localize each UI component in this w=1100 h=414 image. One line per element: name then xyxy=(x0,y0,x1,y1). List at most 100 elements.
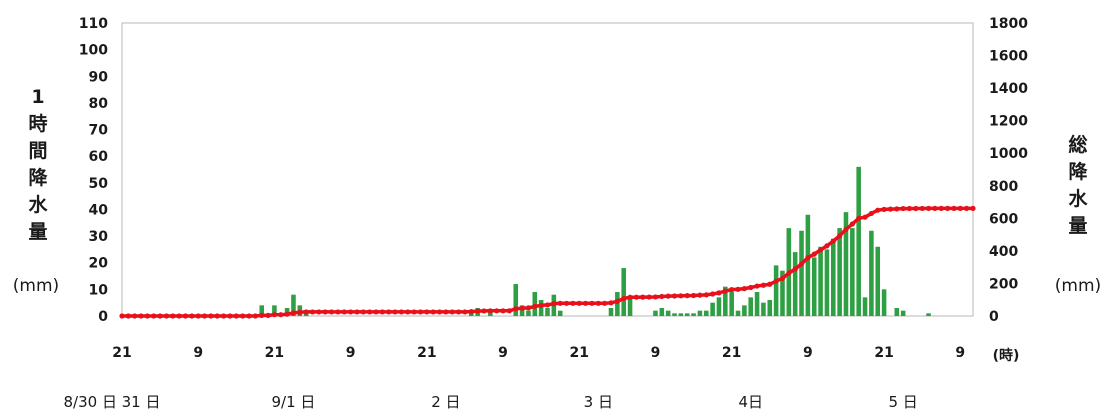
rain-bar xyxy=(869,230,874,316)
left-axis-title-char: 量 xyxy=(28,221,47,243)
rain-bar xyxy=(716,297,722,316)
cumulative-point xyxy=(443,309,449,315)
cumulative-point xyxy=(221,313,227,319)
left-axis-title-char: 降 xyxy=(28,166,48,189)
rain-bar xyxy=(894,308,900,316)
x-hour-label: 9 xyxy=(955,345,965,361)
cumulative-point xyxy=(735,286,741,292)
cumulative-point xyxy=(430,309,436,315)
cumulative-point xyxy=(900,205,906,212)
rain-bar xyxy=(900,310,906,316)
x-hour-unit: (時) xyxy=(993,347,1020,364)
cumulative-point xyxy=(614,298,620,304)
x-date-label: 2 日 xyxy=(431,393,460,411)
cumulative-point xyxy=(925,205,932,211)
cumulative-point xyxy=(284,311,290,317)
cumulative-point xyxy=(316,309,322,315)
cumulative-point xyxy=(436,309,443,315)
x-date-label: 31 日 xyxy=(122,393,161,411)
x-date-label: 9/1 日 xyxy=(272,393,316,411)
cumulative-point xyxy=(837,233,843,239)
cumulative-point xyxy=(398,309,405,315)
right-tick-label: 800 xyxy=(989,179,1018,195)
x-date-label: 8/30 日 xyxy=(64,393,117,411)
cumulative-point xyxy=(157,313,163,319)
right-tick-label: 1800 xyxy=(989,16,1028,32)
cumulative-point xyxy=(970,205,976,211)
rain-bar xyxy=(653,310,658,316)
rain-bar xyxy=(881,289,887,316)
cumulative-point xyxy=(297,309,303,315)
rain-bar xyxy=(729,292,734,316)
left-tick-label: 100 xyxy=(79,43,108,59)
rain-bar xyxy=(684,313,690,316)
rain-bar xyxy=(665,310,671,316)
left-tick-label: 70 xyxy=(89,123,109,139)
cumulative-point xyxy=(227,313,233,319)
left-tick-label: 80 xyxy=(89,96,109,112)
cumulative-point xyxy=(722,288,728,294)
cumulative-point xyxy=(468,309,474,315)
rain-bar xyxy=(805,214,811,316)
x-hour-label: 21 xyxy=(417,345,436,361)
cumulative-point xyxy=(589,300,595,306)
cumulative-point xyxy=(182,313,189,319)
cumulative-point xyxy=(500,308,506,314)
cumulative-point xyxy=(551,301,557,307)
cumulative-point xyxy=(367,309,373,315)
cumulative-point xyxy=(652,294,659,300)
cumulative-point xyxy=(697,292,703,298)
cumulative-point xyxy=(348,309,354,315)
cumulative-point xyxy=(830,238,836,244)
cumulative-point xyxy=(240,313,246,319)
cumulative-point xyxy=(741,286,747,292)
right-tick-label: 1600 xyxy=(989,49,1028,65)
cumulative-point xyxy=(233,313,239,319)
cumulative-point xyxy=(627,294,633,300)
cumulative-point xyxy=(887,206,894,212)
right-axis-title-char: 量 xyxy=(1068,215,1087,237)
left-axis-title-char: 水 xyxy=(28,194,48,216)
x-date-labels: 8/30 日 31 日 9/1 日 2 日 3 日 4日 5 日 xyxy=(64,393,918,411)
rain-bar xyxy=(259,305,264,316)
x-hour-label: 9 xyxy=(498,345,508,361)
cumulative-point xyxy=(748,284,754,291)
x-hour-label: 9 xyxy=(803,345,813,361)
rain-bar xyxy=(672,313,677,316)
right-tick-label: 600 xyxy=(989,211,1018,227)
rain-bar xyxy=(272,305,277,316)
x-hour-labels: 21 9 21 9 21 9 21 9 21 9 21 9 xyxy=(112,345,965,361)
cumulative-point xyxy=(455,309,462,315)
cumulative-point xyxy=(252,313,258,319)
cumulative-point xyxy=(487,308,493,314)
cumulative-point xyxy=(557,300,563,306)
cumulative-point xyxy=(608,300,614,306)
cumulative-point xyxy=(824,243,830,249)
cumulative-point xyxy=(862,214,868,220)
cumulative-point xyxy=(475,308,481,314)
rain-bar xyxy=(799,230,804,316)
cumulative-point xyxy=(373,309,379,315)
cumulative-point xyxy=(214,313,220,319)
cumulative-point xyxy=(379,309,385,315)
right-tick-label: 200 xyxy=(989,276,1018,292)
cumulative-point xyxy=(354,309,360,315)
cumulative-point xyxy=(386,309,392,315)
cumulative-point xyxy=(195,313,201,319)
cumulative-point xyxy=(208,313,214,319)
cumulative-point xyxy=(817,247,824,253)
cumulative-point xyxy=(417,309,424,315)
cumulative-point xyxy=(716,290,722,296)
cumulative-point xyxy=(278,312,284,318)
cumulative-point xyxy=(849,221,855,227)
cumulative-point xyxy=(201,313,208,319)
rain-bar xyxy=(811,257,817,316)
cumulative-point xyxy=(906,205,913,212)
right-axis-unit: (mm) xyxy=(1055,276,1100,296)
cumulative-point xyxy=(132,313,138,319)
cumulative-point xyxy=(494,308,500,314)
cumulative-point xyxy=(519,305,525,311)
cumulative-point xyxy=(805,255,811,261)
cumulative-point xyxy=(786,270,792,276)
